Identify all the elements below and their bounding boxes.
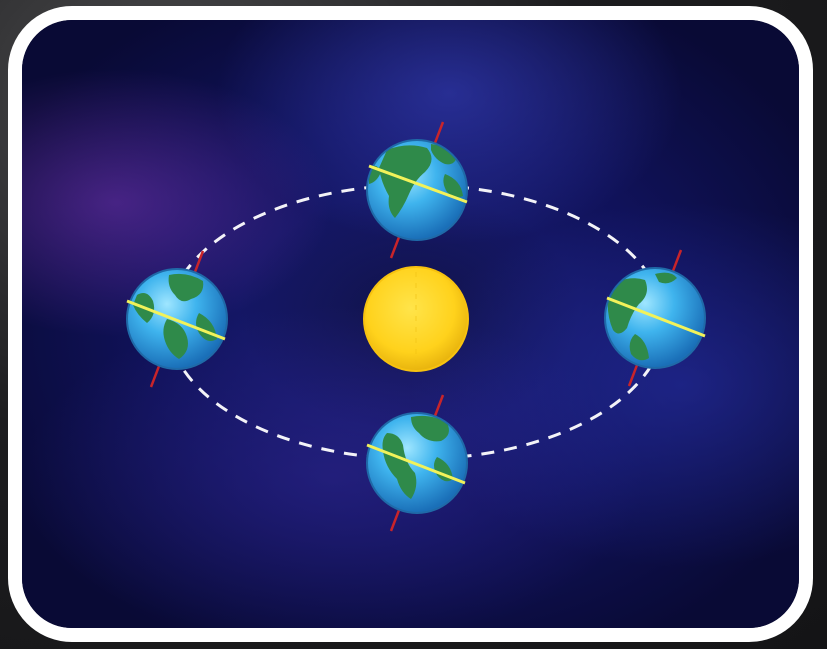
- continent: [443, 174, 463, 198]
- earth-right: [604, 249, 706, 387]
- continent: [168, 273, 204, 302]
- continent: [379, 145, 432, 218]
- continent: [431, 144, 457, 165]
- earth-top: [366, 121, 468, 259]
- continent: [655, 272, 677, 284]
- earth-bottom: [366, 394, 468, 532]
- sun: [363, 266, 469, 372]
- continent: [382, 433, 417, 499]
- continent: [411, 415, 449, 442]
- continent: [629, 334, 649, 361]
- equator-line: [366, 443, 466, 485]
- earth-left: [126, 250, 228, 388]
- continent: [163, 319, 188, 359]
- equator-line: [126, 299, 226, 341]
- equator-line: [368, 164, 468, 204]
- equator-line: [606, 296, 706, 338]
